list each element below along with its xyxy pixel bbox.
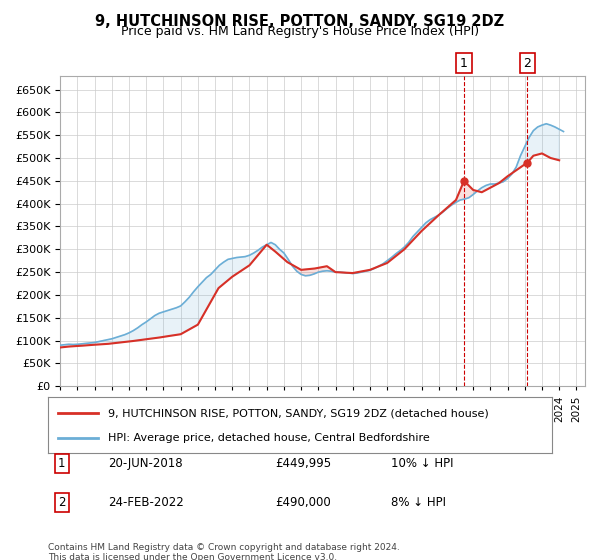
- Text: 2: 2: [523, 57, 531, 69]
- Text: HPI: Average price, detached house, Central Bedfordshire: HPI: Average price, detached house, Cent…: [109, 433, 430, 443]
- Text: 1: 1: [460, 57, 468, 69]
- Text: 9, HUTCHINSON RISE, POTTON, SANDY, SG19 2DZ (detached house): 9, HUTCHINSON RISE, POTTON, SANDY, SG19 …: [109, 408, 489, 418]
- Text: £490,000: £490,000: [275, 496, 331, 509]
- Text: 8% ↓ HPI: 8% ↓ HPI: [391, 496, 446, 509]
- Text: 1: 1: [58, 457, 65, 470]
- Text: Price paid vs. HM Land Registry's House Price Index (HPI): Price paid vs. HM Land Registry's House …: [121, 25, 479, 38]
- Text: 2: 2: [58, 496, 65, 509]
- Text: Contains HM Land Registry data © Crown copyright and database right 2024.
This d: Contains HM Land Registry data © Crown c…: [48, 543, 400, 560]
- Text: 10% ↓ HPI: 10% ↓ HPI: [391, 457, 453, 470]
- Text: 9, HUTCHINSON RISE, POTTON, SANDY, SG19 2DZ: 9, HUTCHINSON RISE, POTTON, SANDY, SG19 …: [95, 14, 505, 29]
- Text: £449,995: £449,995: [275, 457, 331, 470]
- Text: 24-FEB-2022: 24-FEB-2022: [109, 496, 184, 509]
- Text: 20-JUN-2018: 20-JUN-2018: [109, 457, 183, 470]
